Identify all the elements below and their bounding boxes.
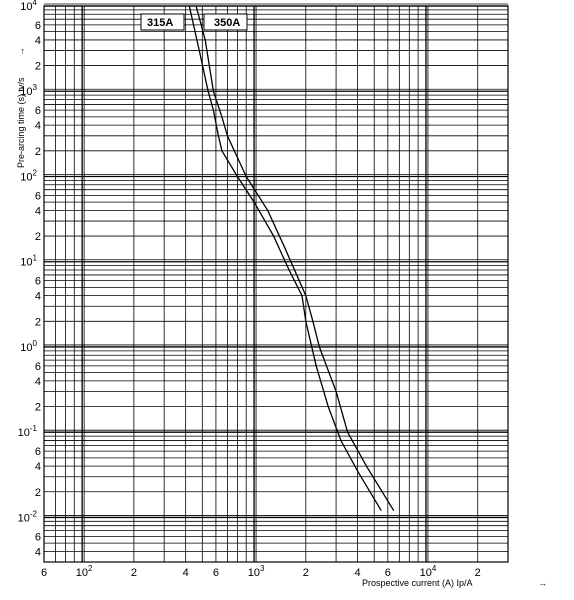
- x-tick-labels: 6 102 2 4 6 103 2 4 6 104 2: [41, 564, 481, 579]
- grid: [43, 3, 509, 563]
- y-tick-label: 2: [35, 402, 41, 414]
- y-tick-label: 2: [35, 316, 41, 328]
- y-tick-label: 6: [35, 531, 41, 543]
- x-tick-label: 104: [420, 564, 437, 579]
- y-tick-label: 4: [35, 376, 41, 388]
- x-axis-label: Prospective current (A) Ip/A: [362, 578, 473, 588]
- x-tick-label: 4: [354, 567, 360, 579]
- x-tick-label: 6: [385, 567, 391, 579]
- y-tick-label: 4: [35, 120, 41, 132]
- y-axis-label: Pre-arcing time (s) tv/s: [16, 77, 26, 168]
- y-tick-label: 10-1: [18, 424, 38, 439]
- legend-label-315A: 315A: [147, 17, 173, 29]
- y-tick-label: 10-2: [18, 509, 38, 524]
- y-tick-label: 104: [20, 0, 37, 13]
- y-tick-label: 101: [20, 254, 37, 269]
- y-tick-label: 6: [35, 105, 41, 117]
- legend: 315A 350A: [140, 13, 248, 31]
- x-tick-label: 103: [248, 564, 265, 579]
- x-tick-label: 6: [41, 567, 47, 579]
- y-tick-label: 4: [35, 291, 41, 303]
- y-tick-label: 4: [35, 35, 41, 47]
- y-tick-label: 4: [35, 205, 41, 217]
- x-tick-label: 2: [303, 567, 309, 579]
- y-tick-label: 102: [20, 168, 37, 183]
- series-line-350A: [195, 5, 395, 512]
- y-axis-title: Pre-arcing time (s) tv/s →: [16, 47, 26, 168]
- x-tick-label: 2: [131, 567, 137, 579]
- y-tick-label: 6: [35, 446, 41, 458]
- y-tick-label: 4: [35, 461, 41, 473]
- y-tick-label: 2: [35, 61, 41, 73]
- legend-label-350A: 350A: [214, 17, 240, 29]
- x-axis-arrow: →: [538, 578, 547, 588]
- y-tick-label: 100: [20, 339, 37, 354]
- y-tick-label: 2: [35, 146, 41, 158]
- x-tick-label: 2: [475, 567, 481, 579]
- y-tick-label: 6: [35, 361, 41, 373]
- y-axis-arrow: →: [16, 47, 26, 56]
- x-tick-label: 4: [183, 567, 189, 579]
- legend-box-315A: [140, 13, 185, 31]
- y-tick-label: 6: [35, 190, 41, 202]
- x-tick-label: 6: [213, 567, 219, 579]
- y-tick-label: 6: [35, 276, 41, 288]
- y-tick-label: 2: [35, 231, 41, 243]
- x-tick-label: 102: [76, 564, 93, 579]
- legend-box-350A: [203, 13, 248, 31]
- y-tick-label: 6: [35, 20, 41, 32]
- y-tick-label: 103: [20, 83, 37, 98]
- y-tick-label: 2: [35, 487, 41, 499]
- series-layer: [188, 5, 395, 512]
- plot-frame: [43, 5, 509, 563]
- y-tick-labels: 104 6 4 2 103 6 4 2 102 6 4 2 101 6 4 2 100 6 4 2 10-1 6 4 2 10-…: [18, 0, 41, 558]
- series-line-315A: [188, 5, 382, 512]
- y-tick-label: 4: [35, 546, 41, 558]
